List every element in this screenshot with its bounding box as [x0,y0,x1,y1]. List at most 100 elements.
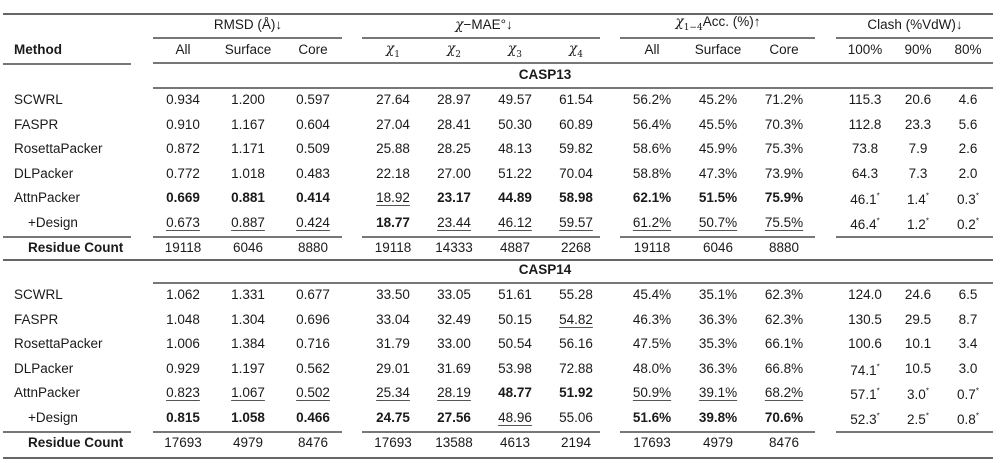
table-rule [153,62,993,64]
section-title: CASP13 [518,67,572,82]
residue-count-cell: 2194 [560,434,592,450]
table-cell: 72.88 [559,360,593,376]
table-cell: 45.9% [698,141,738,157]
table-cell: 28.41 [437,116,471,132]
table-cell: 0.881 [231,190,265,206]
table-cell: 58.8% [632,165,672,181]
residue-count-cell: 8476 [297,434,329,450]
table-cell: 2.5* [907,411,929,427]
table-cell: 51.5% [698,190,738,206]
table-cell: 0.823 [166,385,200,401]
table-rule [362,431,600,433]
table-cell: 48.13 [498,141,532,157]
table-cell: 46.4* [850,216,880,232]
method-name: AttnPacker [14,385,81,401]
table-cell: 0.887 [231,215,265,230]
column-header: Core [769,42,799,57]
column-group-header: χ−MAE°↓ [455,17,513,33]
residue-count-cell: 4887 [499,239,531,255]
table-cell: 10.1 [904,336,932,352]
column-header: Surface [224,42,272,57]
table-cell: 0.673 [166,215,200,230]
table-cell: 3.0* [907,386,929,403]
table-cell: 18.77 [376,215,410,230]
table-rule [836,431,993,433]
table-cell: 33.04 [376,311,410,327]
table-cell: 29.5 [904,311,932,327]
table-cell: 28.97 [437,92,471,107]
table-cell: 73.9% [764,165,804,181]
table-cell: 23.44 [437,215,471,230]
table-cell: 45.4% [632,287,672,302]
table-rule [836,236,993,238]
table-cell: 29.01 [376,360,410,376]
table-cell: 56.16 [559,336,593,352]
table-cell: 45.2% [698,92,738,107]
column-header: Surface [694,42,742,57]
table-cell: 1.067 [231,385,265,401]
table-cell: 0.502 [296,385,330,401]
table-cell: 8.7 [958,311,978,327]
column-header: 90% [904,42,932,57]
table-cell: 1.2* [907,216,929,232]
table-cell: 50.30 [498,116,532,132]
table-cell: 2.0 [958,165,978,181]
table-cell: 47.5% [632,336,672,352]
table-cell: 0.509 [296,141,330,157]
table-cell: 53.98 [498,360,532,376]
table-cell: 27.04 [376,116,410,132]
table-cell: 70.3% [764,116,804,132]
table-rule [836,37,993,39]
table-cell: 58.98 [559,190,593,206]
residue-count-cell: 4979 [702,434,734,450]
table-cell: 33.05 [437,287,471,302]
table-cell: 70.6% [764,410,804,425]
table-cell: 36.3% [698,311,738,327]
table-cell: 0.562 [296,360,330,376]
table-cell: 1.200 [231,92,265,107]
table-cell: 51.92 [559,385,593,401]
table-cell: 74.1* [850,362,880,378]
residue-count-cell: 8476 [768,434,800,450]
table-cell: 0.669 [166,190,200,206]
table-cell: 49.57 [498,92,532,107]
table-cell: 48.77 [498,385,532,401]
table-cell: 59.57 [559,215,593,230]
table-cell: 25.34 [376,385,410,401]
table-rule [153,87,993,89]
table-cell: 0.872 [166,141,200,157]
residue-count-cell: 19118 [164,239,202,255]
table-cell: 39.8% [698,410,738,425]
table-cell: 1.384 [231,336,265,352]
table-cell: 1.331 [231,287,265,302]
column-header: 100% [847,42,883,57]
table-cell: 45.5% [698,116,738,132]
table-rule [3,236,131,238]
table-cell: 115.3 [848,92,882,107]
table-rule [3,457,993,459]
table-rule [3,63,131,65]
table-cell: 25.88 [376,141,410,157]
residue-count-cell: 8880 [297,239,329,255]
residue-count-label: Residue Count [28,434,124,450]
table-cell: 7.9 [908,141,928,157]
method-name: RosettaPacker [14,336,103,352]
table-cell: 59.82 [559,141,593,157]
table-cell: 1.048 [166,311,200,327]
residue-count-cell: 17693 [164,434,202,450]
table-cell: 0.772 [166,165,200,181]
table-cell: 61.2% [632,215,672,230]
table-cell: 0.8* [957,411,979,427]
table-cell: 3.0 [958,360,978,376]
table-rule [620,431,815,433]
table-cell: 0.2* [957,216,979,232]
residue-count-cell: 13588 [435,434,473,450]
table-cell: 0.677 [296,287,330,302]
table-cell: 46.1* [850,191,880,208]
table-cell: 54.82 [559,311,593,327]
residue-count-cell: 4979 [232,434,264,450]
column-header: 80% [954,42,982,57]
method-name: SCWRL [14,92,63,107]
table-cell: 58.6% [632,141,672,157]
